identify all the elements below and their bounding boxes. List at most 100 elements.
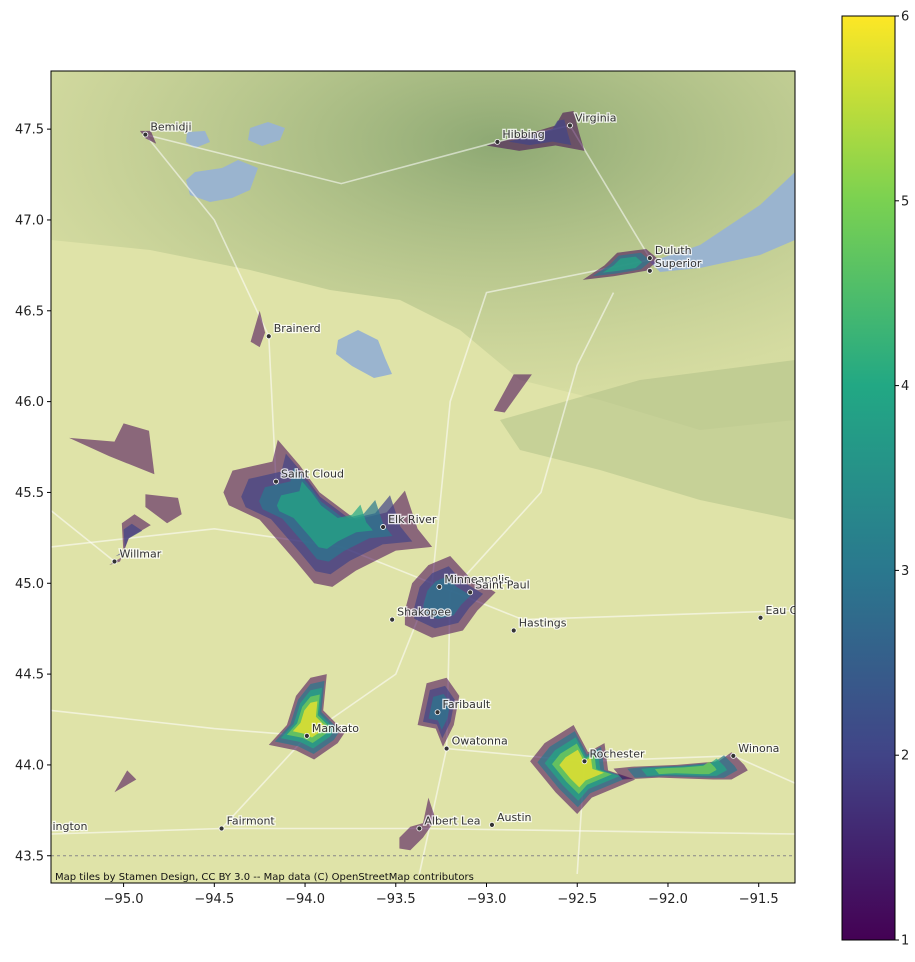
x-tick-label: −91.5	[739, 892, 779, 907]
colorbar-tick-label: 1	[901, 934, 909, 949]
city-dot	[581, 758, 588, 765]
x-tick-label: −94.5	[194, 892, 234, 907]
road-line	[51, 509, 116, 563]
x-tick-label: −95.0	[104, 892, 144, 907]
city-dot	[443, 745, 450, 752]
region-level-1	[493, 374, 532, 413]
city-dot	[111, 558, 118, 565]
attribution-text: Map tiles by Stamen Design, CC BY 3.0 --…	[55, 872, 474, 883]
region-twin-cities	[404, 556, 496, 638]
city-label: Brainerd	[274, 322, 321, 335]
region-willmar	[109, 514, 151, 566]
city-dot	[416, 825, 423, 832]
city-dot	[730, 752, 737, 759]
road-line	[446, 747, 795, 784]
city-dot	[567, 122, 573, 129]
city-label: Elk River	[388, 513, 437, 526]
city-dot	[265, 333, 272, 340]
colorbar-ticks: 1 2 3 4 5 6	[895, 10, 909, 949]
x-tick-label: −92.5	[557, 892, 597, 907]
road-line	[51, 827, 795, 835]
city-dot	[510, 627, 517, 634]
region-mid-north	[493, 374, 532, 413]
city-label: Shakopee	[397, 606, 451, 619]
city-label: Saint Paul	[475, 578, 529, 591]
city-label: Minneapolis	[444, 573, 510, 586]
y-tick-label: 47.5	[15, 123, 44, 138]
region-brainerd	[250, 310, 266, 348]
city-dot	[142, 131, 149, 138]
city-label: Superior	[655, 257, 702, 270]
x-tick-label: −92.0	[648, 892, 688, 907]
region-level-1	[399, 797, 436, 851]
city-label: Bemidji	[150, 121, 191, 134]
region-duluth	[582, 249, 659, 280]
city-dot	[380, 524, 386, 530]
city-dot	[12, 831, 17, 836]
city-dot	[646, 255, 653, 262]
city-label: Owatonna	[452, 735, 508, 748]
y-axis: 43.5 44.0 44.5 45.0 45.5 46.0 46.5 47.0 47.5	[15, 123, 51, 864]
city-dot	[389, 616, 396, 623]
y-tick-label: 44.5	[15, 668, 44, 683]
city-label: Fairmont	[227, 815, 276, 828]
colorbar-tick-label: 2	[901, 749, 909, 764]
region-level-1	[250, 310, 266, 348]
region-level-4	[602, 256, 643, 273]
region-level-1	[109, 514, 151, 566]
road-line	[449, 292, 615, 593]
city-label: Faribault	[443, 698, 491, 711]
road-line	[144, 134, 277, 482]
city-label: Mankato	[312, 722, 359, 735]
x-axis: −95.0 −94.5 −94.0 −93.5 −93.0 −92.5 −92.0 −91.5	[104, 883, 779, 907]
city-dot	[646, 267, 653, 274]
x-tick-label: −93.0	[467, 892, 507, 907]
region-mankato	[268, 674, 345, 760]
colorbar-gradient	[841, 15, 896, 941]
colorbar: 1 2 3 4 5 6	[841, 10, 909, 949]
road-line	[51, 709, 307, 737]
region-west-a	[69, 423, 155, 475]
region-albert-lea	[399, 797, 436, 851]
region-rochester-winona	[613, 752, 748, 780]
city-dot	[489, 821, 495, 828]
region-level-5	[654, 761, 717, 775]
region-south-west	[114, 770, 137, 793]
region-level-4	[276, 481, 373, 549]
colorbar-tick-label: 5	[901, 194, 909, 209]
region-level-3	[423, 576, 471, 619]
region-rochester	[530, 725, 636, 814]
y-tick-label: 45.0	[15, 577, 44, 592]
city-dot	[218, 825, 225, 832]
region-level-1	[69, 423, 155, 475]
basemap-forest-east	[500, 360, 795, 520]
y-tick-label: 46.0	[15, 395, 44, 410]
colorbar-tick-label: 4	[901, 379, 909, 394]
city-label: Rochester	[590, 747, 645, 760]
y-tick-label: 46.5	[15, 304, 44, 319]
city-dot	[434, 709, 441, 716]
road-line	[145, 133, 498, 185]
city-label: Willmar	[120, 547, 162, 560]
x-tick-label: −94.0	[285, 892, 325, 907]
region-level-6	[292, 701, 326, 738]
y-tick-label: 44.0	[15, 758, 44, 773]
city-label: Albert Lea	[424, 815, 480, 828]
y-tick-label: 45.5	[15, 486, 44, 501]
region-level-6	[559, 749, 604, 788]
city-dot	[273, 478, 279, 485]
road-line	[51, 527, 795, 621]
city-label: Hibbing	[502, 128, 544, 141]
city-dot	[436, 584, 443, 590]
city-label: Virginia	[575, 111, 616, 124]
city-dot	[303, 732, 310, 739]
city-dot	[467, 589, 474, 596]
region-level-2	[115, 523, 143, 557]
city-label: Duluth	[655, 244, 692, 257]
colorbar-tick-label: 6	[901, 10, 909, 25]
region-level-1	[145, 494, 182, 524]
